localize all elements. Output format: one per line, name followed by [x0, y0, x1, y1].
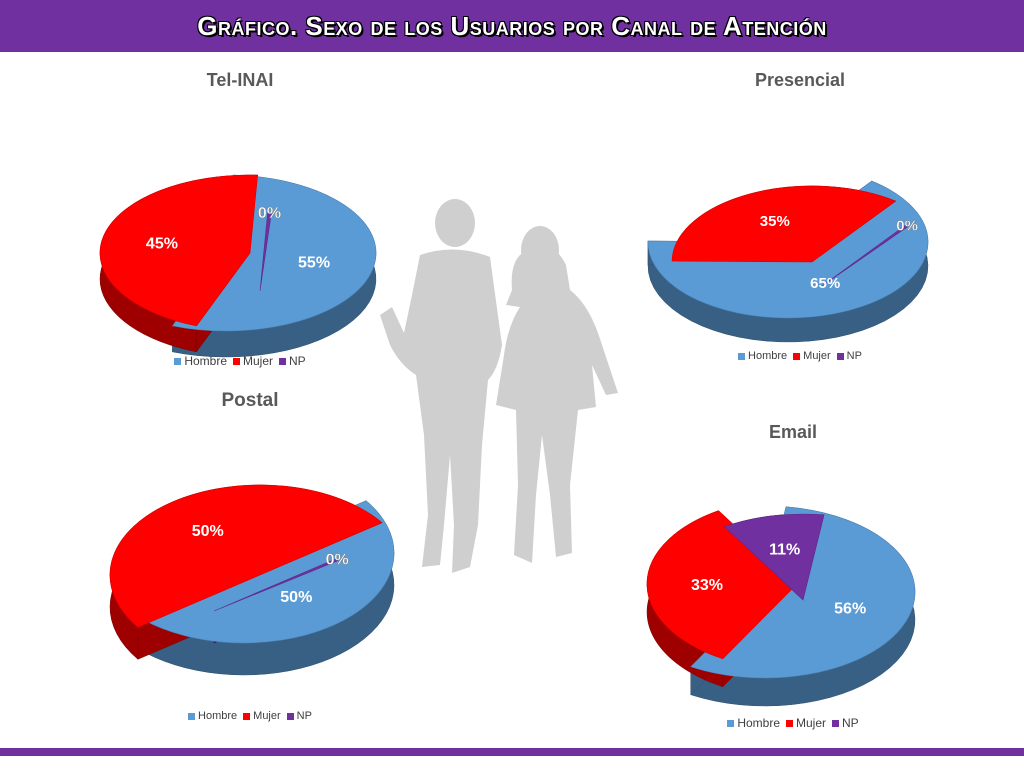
- pie-svg: 55% 45% 0%: [99, 174, 377, 358]
- legend-label: NP: [846, 350, 862, 362]
- legend-item-hombre: Hombre: [174, 354, 227, 368]
- pie-slice-np: [821, 224, 910, 287]
- pie-chart-presencial: Presencial 65% 35% 0% Hombre Mujer NP: [630, 68, 970, 373]
- data-label-hombre: 55%: [298, 255, 330, 272]
- header-bar: Gráfico. Sexo de los Usuarios por Canal …: [0, 0, 1024, 52]
- data-label-np: 11%: [769, 541, 800, 558]
- pie-slice-mujer: [109, 484, 383, 628]
- pie-slice-mujer: [646, 510, 798, 660]
- chart-title: Postal: [221, 390, 279, 411]
- pie-slice-mujer: [99, 174, 258, 327]
- legend-label: NP: [842, 716, 859, 730]
- legend-item-hombre: Hombre: [727, 716, 780, 730]
- legend-swatch: [727, 719, 735, 727]
- legend-item-mujer: Mujer: [793, 350, 831, 362]
- legend-swatch: [174, 357, 182, 365]
- data-label-np: 0%: [326, 552, 349, 569]
- legend-swatch: [286, 712, 294, 720]
- pie-chart-tel-inai: Tel-INAI 55% 45% 0% Hombre Mujer NP: [60, 68, 420, 378]
- legend-label: Hombre: [184, 354, 227, 368]
- chart-title: Presencial: [754, 70, 846, 90]
- data-label-np: 0%: [896, 218, 918, 235]
- legend-swatch: [836, 352, 844, 360]
- legend-item-hombre: Hombre: [738, 350, 787, 362]
- pie-slice-np: [259, 212, 272, 292]
- legend-swatch: [793, 352, 801, 360]
- legend-label: Hombre: [737, 716, 780, 730]
- chart-legend: Hombre Mujer NP: [60, 354, 420, 368]
- legend-swatch: [188, 712, 196, 720]
- data-label-mujer: 50%: [192, 523, 224, 540]
- legend-label: Mujer: [796, 716, 827, 730]
- legend-label: Mujer: [243, 354, 274, 368]
- chart-legend: Hombre Mujer NP: [630, 350, 970, 362]
- chart-legend: Hombre Mujer NP: [598, 716, 988, 730]
- pie-chart-email: Email 56% 33% 11% Hombre Mujer NP: [598, 422, 988, 740]
- chart-title: Tel-INAI: [206, 70, 274, 90]
- legend-label: Mujer: [803, 350, 831, 362]
- legend-swatch: [832, 719, 840, 727]
- pie-svg: 50% 50% 0%: [109, 484, 395, 676]
- legend-label: NP: [296, 710, 312, 722]
- data-label-np: 0%: [258, 205, 281, 222]
- pie-slice-hombre: [171, 174, 377, 332]
- data-label-mujer: 33%: [691, 577, 723, 594]
- legend-item-np: NP: [832, 716, 859, 730]
- data-label-mujer: 35%: [760, 213, 790, 230]
- legend-swatch: [738, 352, 746, 360]
- legend-label: Hombre: [198, 710, 238, 722]
- data-label-hombre: 65%: [810, 275, 840, 292]
- legend-item-np: NP: [836, 350, 862, 362]
- data-label-mujer: 45%: [146, 235, 178, 252]
- data-label-hombre: 50%: [280, 589, 312, 606]
- legend-item-mujer: Mujer: [233, 354, 273, 368]
- pie-chart-postal: Postal 50% 50% 0% Hombre Mujer NP: [70, 390, 430, 730]
- legend-item-mujer: Mujer: [786, 716, 826, 730]
- legend-item-np: NP: [286, 710, 312, 722]
- legend-label: NP: [289, 354, 306, 368]
- pie-slice-mujer: [671, 185, 897, 263]
- pie-slice-np: [213, 558, 339, 612]
- page-title: Gráfico. Sexo de los Usuarios por Canal …: [197, 11, 827, 41]
- legend-item-mujer: Mujer: [243, 710, 281, 722]
- pie-slice-np: [723, 513, 825, 601]
- chart-legend: Hombre Mujer NP: [70, 710, 430, 722]
- data-label-hombre: 56%: [834, 601, 866, 618]
- pie-svg: 65% 35% 0%: [647, 180, 929, 343]
- legend-swatch: [279, 357, 287, 365]
- legend-label: Hombre: [748, 350, 788, 362]
- footer-bar: [0, 748, 1024, 756]
- couple-silhouette-image: [380, 199, 618, 573]
- legend-swatch: [786, 719, 793, 727]
- chart-title: Email: [768, 422, 818, 442]
- legend-swatch: [243, 712, 251, 720]
- legend-swatch: [233, 357, 240, 365]
- pie-svg: 56% 33% 11%: [646, 506, 916, 707]
- legend-item-np: NP: [279, 354, 306, 368]
- legend-item-hombre: Hombre: [188, 710, 237, 722]
- legend-label: Mujer: [253, 710, 281, 722]
